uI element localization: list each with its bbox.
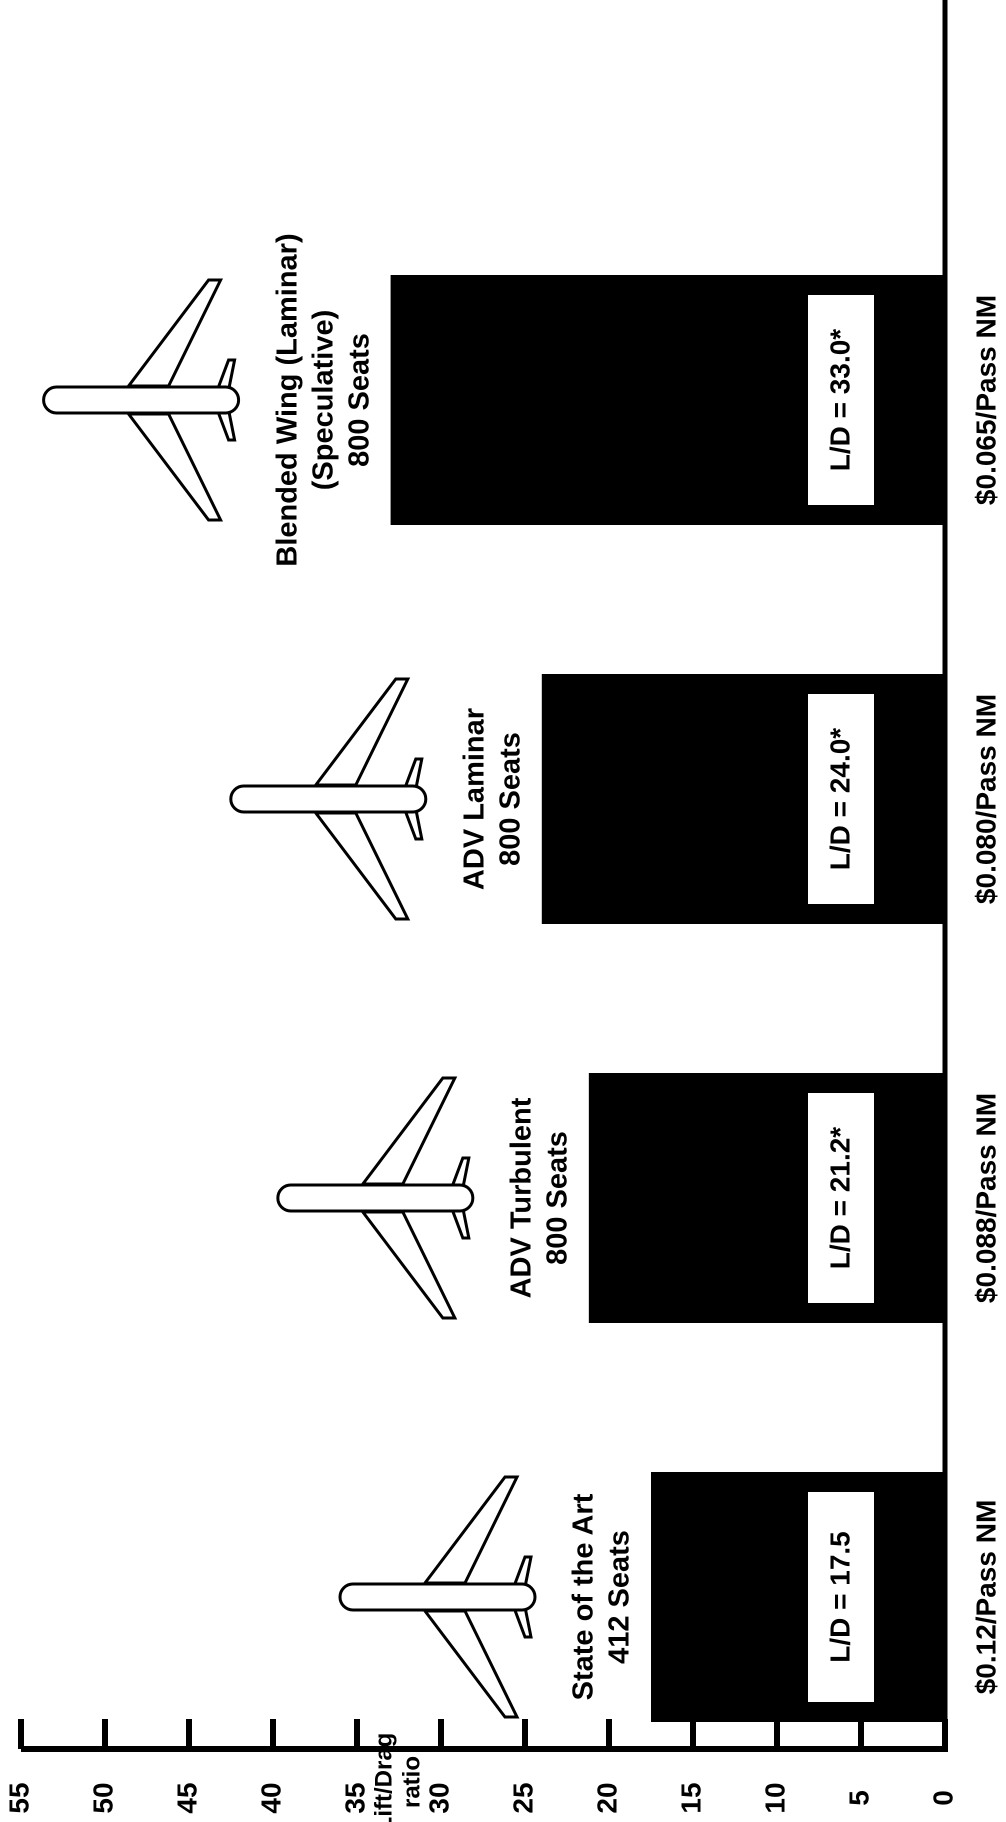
bar xyxy=(588,1073,946,1323)
y-tick-label: 35 xyxy=(339,1782,370,1813)
y-tick-label: 45 xyxy=(171,1782,202,1813)
value-label-box xyxy=(808,295,874,505)
aircraft-icon xyxy=(338,1582,537,1612)
y-tick-label: 15 xyxy=(675,1782,706,1813)
category-label: ADV Laminar xyxy=(458,708,490,890)
aircraft-icon xyxy=(229,784,428,814)
x-tick-label: $0.12/Pass NM xyxy=(970,1500,1001,1695)
value-label-box xyxy=(808,1093,874,1303)
x-tick-label: $0.065/Pass NM xyxy=(970,295,1001,505)
x-tick-label: $0.088/Pass NM xyxy=(970,1093,1001,1303)
x-tick-label: $0.080/Pass NM xyxy=(970,694,1001,904)
rotated-chart: 0 5 10 15 20 25 30 35 40 45 50 55 Lift/Drag ratio L/D … xyxy=(3,0,1001,1822)
y-tick-label: 50 xyxy=(87,1782,118,1813)
category-label: ADV Turbulent xyxy=(505,1097,537,1298)
bar xyxy=(541,674,945,924)
y-tick-label: 25 xyxy=(507,1782,538,1813)
category-label: 800 Seats xyxy=(494,732,526,866)
y-tick-label: 10 xyxy=(759,1782,790,1813)
y-axis-label: ratio xyxy=(398,1756,425,1808)
aircraft-icon xyxy=(276,1183,475,1213)
category-label: 412 Seats xyxy=(604,1530,636,1664)
value-label-box xyxy=(808,694,874,904)
category-label: (Speculative) xyxy=(307,310,339,491)
category-label: 800 Seats xyxy=(343,333,375,467)
y-tick-label: 30 xyxy=(423,1782,454,1813)
bar xyxy=(651,1472,945,1722)
category-label: State of the Art xyxy=(568,1493,600,1700)
bar xyxy=(390,275,946,525)
category-label: Blended Wing (Laminar) xyxy=(271,233,303,566)
y-axis-label: Lift/Drag xyxy=(370,1733,397,1822)
y-tick-label: 5 xyxy=(843,1790,874,1806)
y-tick-label: 20 xyxy=(591,1782,622,1813)
category-label: 800 Seats xyxy=(541,1131,573,1265)
y-tick-label: 55 xyxy=(3,1782,34,1813)
aircraft-icon xyxy=(42,385,241,415)
value-label: L/D = 24.0* xyxy=(824,728,855,871)
value-label: L/D = 33.0* xyxy=(824,329,855,472)
y-tick-label: 40 xyxy=(255,1782,286,1813)
value-label: L/D = 21.2* xyxy=(824,1127,855,1270)
value-label: L/D = 17.5 xyxy=(824,1531,855,1663)
value-label-box xyxy=(808,1492,874,1702)
y-tick-label: 0 xyxy=(927,1790,958,1806)
